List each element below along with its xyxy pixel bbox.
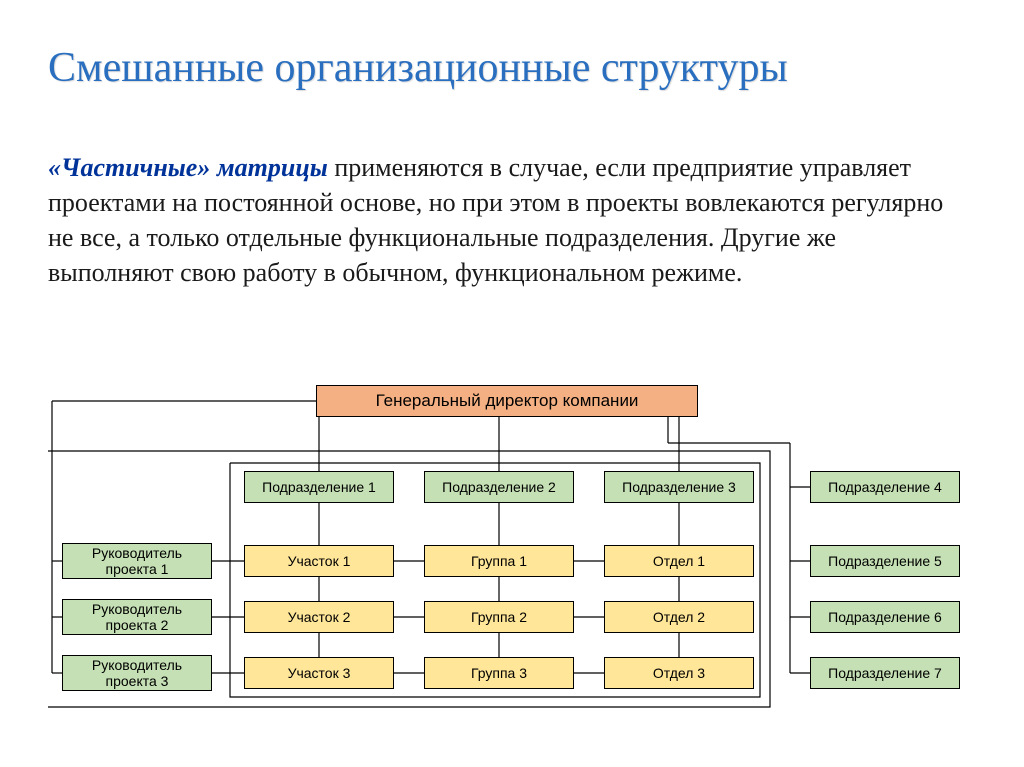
project-manager-box: Руководитель проекта 2 [62, 599, 212, 635]
ceo-box: Генеральный директор компании [316, 385, 698, 417]
task-box: Группа 2 [424, 601, 574, 633]
dept-box: Подразделение 4 [810, 471, 960, 503]
dept-box: Подразделение 2 [424, 471, 574, 503]
task-box: Участок 3 [244, 657, 394, 689]
task-box: Отдел 3 [604, 657, 754, 689]
dept-box: Подразделение 3 [604, 471, 754, 503]
task-box: Группа 1 [424, 545, 574, 577]
dept-box: Подразделение 5 [810, 545, 960, 577]
dept-box: Подразделение 6 [810, 601, 960, 633]
task-box: Отдел 1 [604, 545, 754, 577]
slide: Смешанные организационные структуры «Час… [0, 0, 1024, 767]
dept-box: Подразделение 1 [244, 471, 394, 503]
page-title: Смешанные организационные структуры [48, 44, 788, 92]
task-box: Участок 1 [244, 545, 394, 577]
task-box: Группа 3 [424, 657, 574, 689]
org-chart-diagram: Генеральный директор компании Подразделен… [48, 385, 978, 725]
task-box: Отдел 2 [604, 601, 754, 633]
task-box: Участок 2 [244, 601, 394, 633]
project-manager-box: Руководитель проекта 3 [62, 655, 212, 691]
project-manager-box: Руководитель проекта 1 [62, 543, 212, 579]
paragraph: «Частичные» матрицы применяются в случае… [48, 150, 964, 290]
dept-box: Подразделение 7 [810, 657, 960, 689]
paragraph-emphasis: «Частичные» матрицы [48, 153, 328, 182]
